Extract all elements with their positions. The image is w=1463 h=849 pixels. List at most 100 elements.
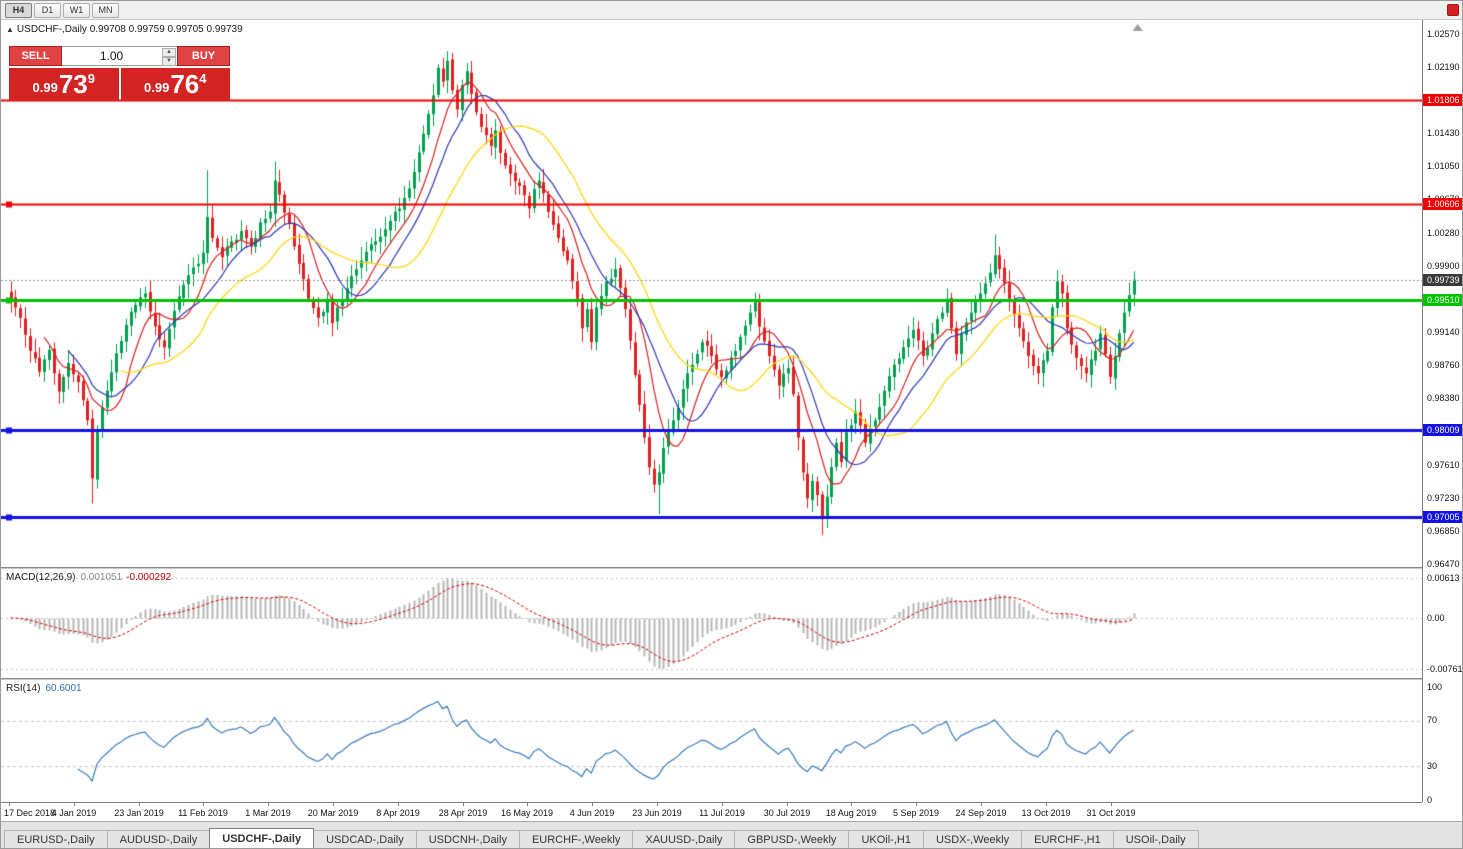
timeframe-toolbar: H4 D1 W1 MN — [1, 1, 1462, 20]
date-tick-mark — [333, 803, 334, 806]
date-tick-mark — [268, 803, 269, 806]
date-tick-mark — [787, 803, 788, 806]
date-label: 13 Oct 2019 — [1021, 808, 1071, 818]
chart-tab-usdchf-daily[interactable]: USDCHF-,Daily — [209, 828, 315, 848]
chart-tab-eurusd-daily[interactable]: EURUSD-,Daily — [4, 830, 108, 848]
date-label: 18 Aug 2019 — [825, 808, 877, 818]
sell-price-display[interactable]: 0.99 73 9 — [9, 68, 119, 101]
timeframe-button-mn[interactable]: MN — [92, 2, 119, 18]
date-label: 4 Jun 2019 — [569, 808, 615, 818]
chart-tab-eurchf-h1[interactable]: EURCHF-,H1 — [1021, 830, 1114, 848]
price-line-label: 0.97005 — [1423, 511, 1462, 524]
price-tick-label: 1.01430 — [1427, 127, 1460, 138]
rsi-label: RSI(14) 60.6001 — [6, 683, 82, 694]
chart-tab-audusd-daily[interactable]: AUDUSD-,Daily — [106, 830, 211, 848]
one-click-trading-panel: SELL ▲ ▼ BUY 0.99 73 9 0.99 — [9, 46, 230, 101]
price-tick-label: 0.98760 — [1427, 359, 1460, 370]
date-tick-mark — [9, 803, 10, 806]
price-tick-label: 0.98380 — [1427, 392, 1460, 403]
time-axis[interactable]: 17 Dec 2018 4 Jan 2019 23 Jan 2019 11 Feb 2… — [1, 802, 1422, 821]
date-tick-mark — [139, 803, 140, 806]
date-label: 30 Jul 2019 — [763, 808, 811, 818]
date-tick-mark — [527, 803, 528, 806]
volume-spinner: ▲ ▼ — [162, 48, 176, 66]
date-tick-mark — [657, 803, 658, 806]
price-line-label: 1.01806 — [1423, 94, 1462, 107]
main-chart-panel: ▲ USDCHF-,Daily 0.99708 0.99759 0.99705 0… — [1, 20, 1422, 567]
date-label: 8 Apr 2019 — [376, 808, 420, 818]
macd-canvas[interactable] — [1, 569, 1422, 678]
macd-tick-label: 0.00613 — [1427, 573, 1460, 583]
chart-tab-usdcnh-daily[interactable]: USDCNH-,Daily — [415, 830, 520, 848]
ohlc-text: USDCHF-,Daily 0.99708 0.99759 0.99705 0.… — [16, 24, 243, 35]
date-tick-mark — [74, 803, 75, 806]
main-chart-canvas[interactable] — [1, 20, 1422, 567]
one-click-toggle-icon[interactable]: ▲ — [6, 25, 14, 34]
date-label: 17 Dec 2018 — [4, 808, 56, 818]
rsi-tick-label: 70 — [1427, 715, 1438, 725]
date-label: 5 Sep 2019 — [892, 808, 940, 818]
rsi-tick-label: 30 — [1427, 761, 1438, 771]
price-line-label: 1.00606 — [1423, 198, 1462, 211]
chart-tab-usdx-weekly[interactable]: USDX-,Weekly — [922, 830, 1023, 848]
rsi-panel: RSI(14) 60.6001 — [1, 680, 1422, 802]
date-label: 24 Sep 2019 — [955, 808, 1007, 818]
date-tick-mark — [398, 803, 399, 806]
rsi-tick-label: 100 — [1427, 682, 1443, 692]
date-tick-mark — [1111, 803, 1112, 806]
timeframe-button-w1[interactable]: W1 — [63, 2, 90, 18]
date-label: 31 Oct 2019 — [1086, 808, 1136, 818]
date-tick-mark — [203, 803, 204, 806]
price-tick-label: 0.96470 — [1427, 558, 1460, 569]
buy-price-display[interactable]: 0.99 76 4 — [120, 68, 230, 101]
chart-ohlc-info: ▲ USDCHF-,Daily 0.99708 0.99759 0.99705 0… — [6, 24, 243, 35]
date-tick-mark — [1046, 803, 1047, 806]
chart-tab-usoil-daily[interactable]: USOil-,Daily — [1112, 830, 1199, 848]
price-tick-label: 1.01050 — [1427, 160, 1460, 171]
date-tick-mark — [722, 803, 723, 806]
timeframe-button-d1[interactable]: D1 — [34, 2, 61, 18]
date-tick-mark — [592, 803, 593, 806]
date-tick-mark — [463, 803, 464, 806]
date-label: 4 Jan 2019 — [51, 808, 97, 818]
chart-tab-gbpusd-weekly[interactable]: GBPUSD-,Weekly — [734, 830, 850, 848]
chart-tab-usdcad-daily[interactable]: USDCAD-,Daily — [313, 830, 417, 848]
app-red-icon[interactable] — [1447, 4, 1459, 16]
price-tick-label: 0.97610 — [1427, 459, 1460, 470]
price-tick-label: 0.96850 — [1427, 525, 1460, 536]
price-tick-label: 1.02570 — [1427, 28, 1460, 39]
volume-input[interactable] — [62, 47, 177, 65]
panel-separator[interactable] — [1, 678, 1462, 680]
date-label: 1 Mar 2019 — [245, 808, 291, 818]
date-label: 11 Feb 2019 — [178, 808, 228, 818]
date-label: 16 May 2019 — [500, 808, 554, 818]
panel-separator[interactable] — [1, 567, 1462, 569]
macd-tick-label: -0.00761 — [1427, 664, 1463, 674]
chart-tab-ukoil-h1[interactable]: UKOil-,H1 — [848, 830, 924, 848]
price-tick-label: 0.97230 — [1427, 492, 1460, 503]
date-label: 28 Apr 2019 — [438, 808, 488, 818]
price-tick-label: 0.99900 — [1427, 260, 1460, 271]
chart-tab-xauusd-daily[interactable]: XAUUSD-,Daily — [632, 830, 736, 848]
volume-increase-button[interactable]: ▲ — [162, 48, 176, 57]
price-axis[interactable]: 1.025701.021901.018101.014301.010501.006… — [1422, 20, 1463, 805]
sell-button[interactable]: SELL — [9, 46, 62, 66]
volume-decrease-button[interactable]: ▼ — [162, 57, 176, 66]
date-tick-mark — [981, 803, 982, 806]
date-label: 20 Mar 2019 — [307, 808, 359, 818]
date-tick-mark — [851, 803, 852, 806]
chart-tab-bar: EURUSD-,Daily AUDUSD-,Daily USDCHF-,Daily U… — [1, 828, 1462, 848]
date-tick-mark — [916, 803, 917, 806]
timeframe-button-h4[interactable]: H4 — [5, 2, 32, 18]
price-tick-label: 1.02190 — [1427, 61, 1460, 72]
date-label: 23 Jun 2019 — [632, 808, 682, 818]
current-price-label: 0.99739 — [1423, 273, 1462, 286]
chart-tab-eurchf-weekly[interactable]: EURCHF-,Weekly — [518, 830, 634, 848]
macd-panel: MACD(12,26,9) 0.001051 -0.000292 — [1, 569, 1422, 678]
date-label: 23 Jan 2019 — [114, 808, 164, 818]
price-tick-label: 0.99140 — [1427, 326, 1460, 337]
price-tick-label: 1.00280 — [1427, 227, 1460, 238]
buy-button[interactable]: BUY — [177, 46, 230, 66]
rsi-canvas[interactable] — [1, 680, 1422, 802]
